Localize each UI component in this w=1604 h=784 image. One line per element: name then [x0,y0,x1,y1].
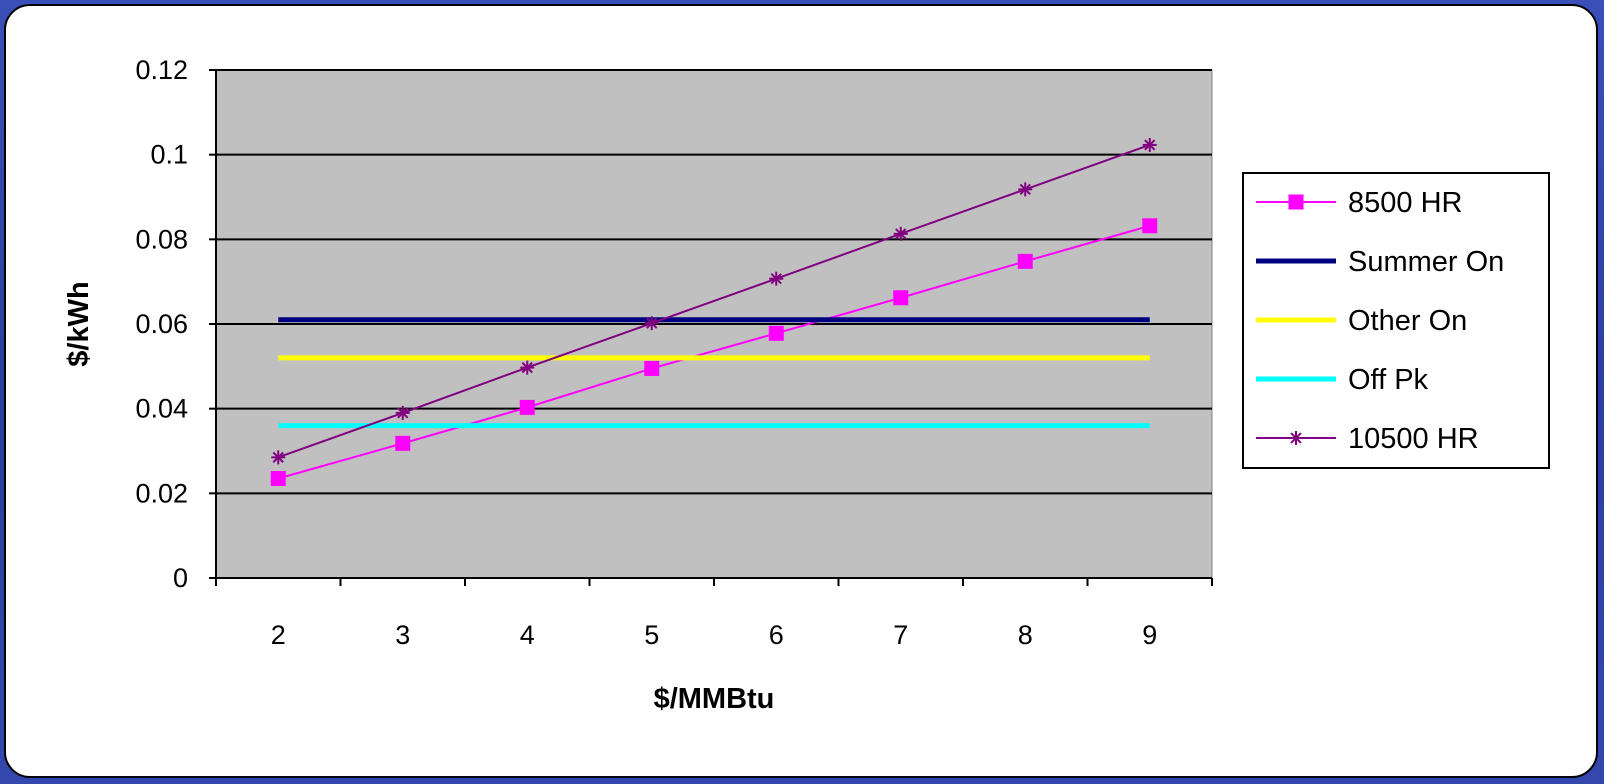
legend-item-summer-on: Summer On [1256,246,1504,278]
legend: 8500 HR Summer On Other On Off Pk 10500 HR [1242,172,1550,469]
x-axis-title: $/MMBtu [654,683,775,715]
y-tick-label: 0.06 [135,309,188,339]
star-stroke [272,451,284,463]
data-point [1142,137,1157,152]
x-tick-label: 5 [644,620,659,650]
star-stroke [646,317,658,329]
legend-item-10500-hr: 10500 HR [1256,423,1479,455]
x-tick-label: 3 [395,620,410,650]
data-point [520,360,535,375]
legend-item-off-pk: Off Pk [1256,364,1429,396]
legend-label: 10500 HR [1348,423,1479,455]
y-tick-label: 0.1 [150,140,188,170]
data-point [893,290,909,306]
legend-label: Other On [1348,305,1467,337]
star-stroke [1019,183,1031,195]
x-tick-label: 6 [769,620,784,650]
series-line-10500-hr [277,143,1151,459]
y-tick-label: 0.04 [135,394,188,424]
legend-marker [1289,431,1303,445]
legend-item-8500-hr: 8500 HR [1256,187,1462,219]
y-tick-label: 0 [173,563,188,593]
x-tick-label: 2 [271,620,286,650]
chart-panel: 0 0.02 0.04 0.06 0.08 0.1 0.12 2 3 4 5 6 7 8 9 $/MMBtu… [4,4,1598,778]
x-tick-label: 9 [1142,620,1157,650]
line-chart: 0 0.02 0.04 0.06 0.08 0.1 0.12 2 3 4 5 6 7 8 9 $/MMBtu… [63,55,1550,715]
data-point [644,360,660,376]
y-axis-title: $/kWh [63,281,95,366]
data-point [395,435,411,451]
data-point [644,316,659,331]
y-tick-label: 0.02 [135,478,188,508]
star-stroke [895,228,907,240]
data-point [1018,182,1033,197]
series-line-8500-hr [277,224,1151,480]
legend-label: Summer On [1348,246,1504,278]
data-point [395,405,410,420]
data-point [769,271,784,286]
data-point [1017,253,1033,269]
legend-item-other-on: Other On [1256,305,1467,337]
x-tick-label: 8 [1018,620,1033,650]
legend-label: Off Pk [1348,364,1429,396]
legend-marker [1288,194,1304,210]
x-tick-label: 7 [893,620,908,650]
star-stroke [521,361,533,374]
data-point [893,226,908,241]
x-tick-label: 4 [520,620,535,650]
legend-label: 8500 HR [1348,187,1462,219]
data-point [519,399,535,415]
data-point [271,450,286,465]
star-stroke [397,407,409,419]
data-point [270,471,286,487]
y-tick-label: 0.12 [135,55,188,85]
star-stroke [1290,432,1302,444]
data-point [1142,218,1158,234]
data-point [768,325,784,341]
star-stroke [1144,139,1156,151]
star-stroke [770,273,782,285]
y-tick-label: 0.08 [135,224,188,254]
